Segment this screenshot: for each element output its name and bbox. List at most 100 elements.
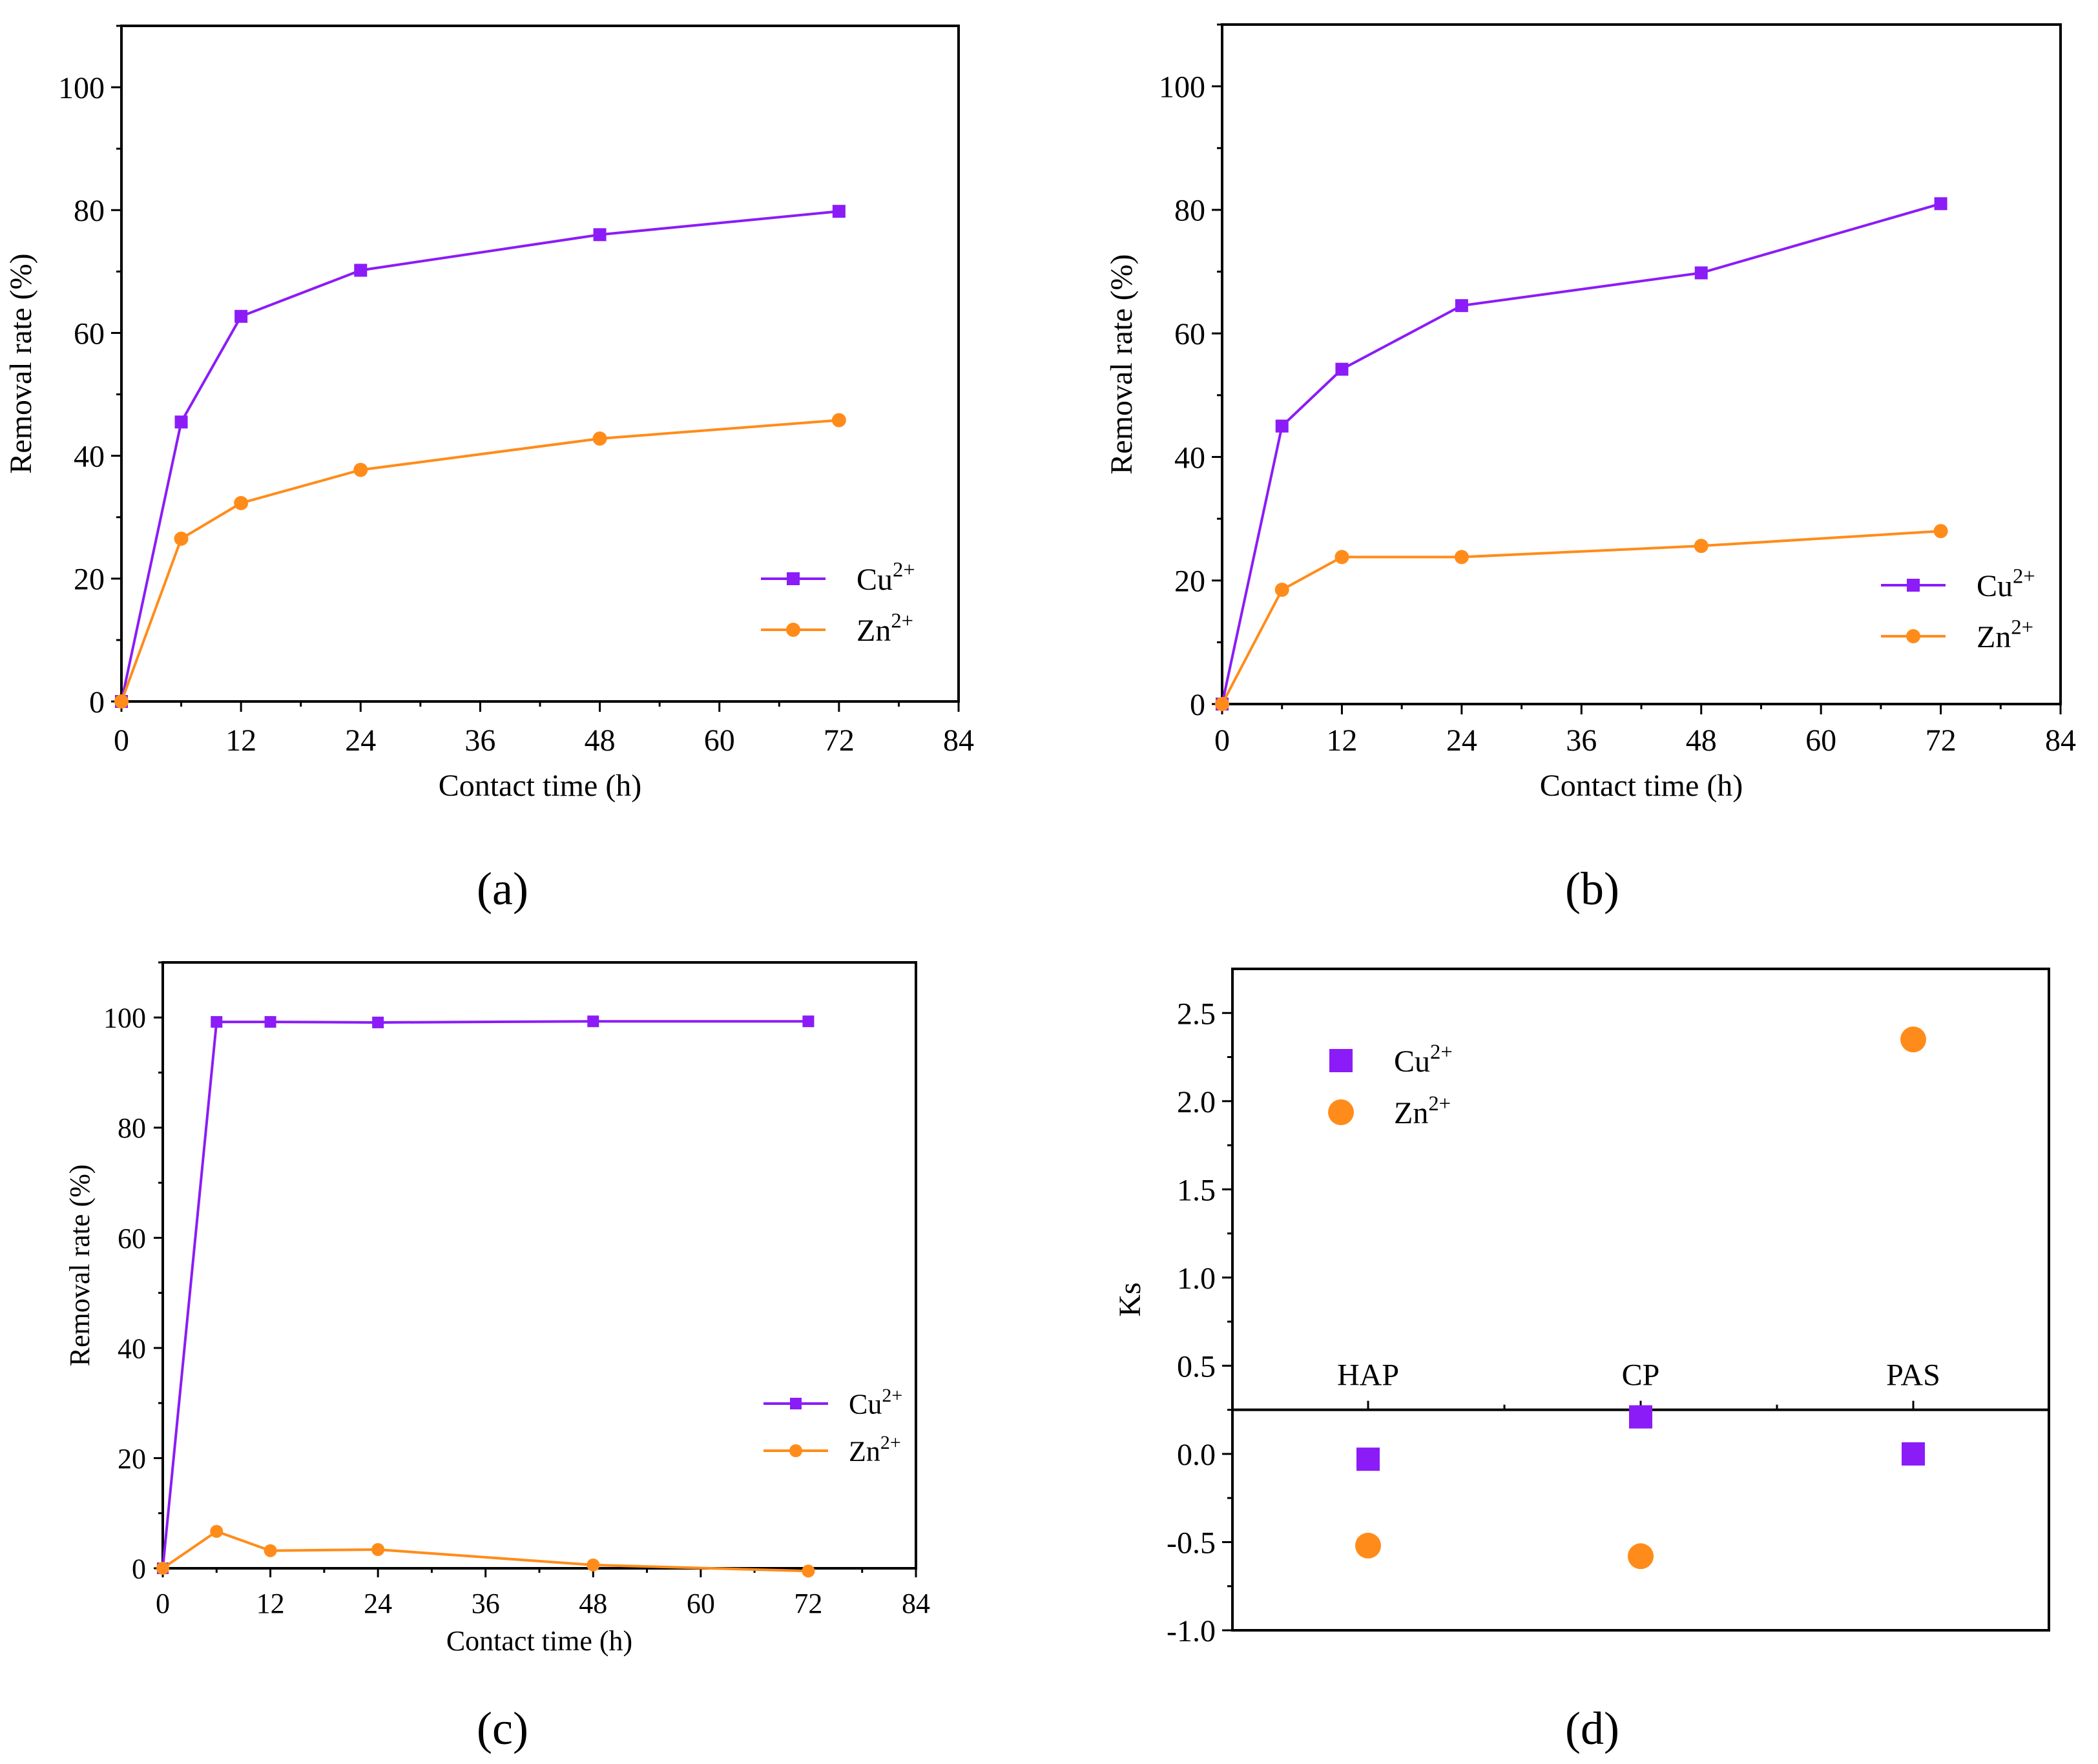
y-axis-label: Removal rate (%) bbox=[4, 253, 38, 473]
x-tick-label: 12 bbox=[225, 723, 256, 758]
y-tick-label: 40 bbox=[74, 439, 105, 473]
data-point-cu bbox=[587, 1015, 599, 1028]
data-point-zn bbox=[587, 1558, 600, 1572]
data-point-cu bbox=[802, 1015, 815, 1028]
series-line-zn bbox=[161, 1530, 809, 1573]
x-tick-label: 24 bbox=[345, 723, 376, 758]
x-tick-label: 48 bbox=[585, 723, 616, 758]
y-tick-label: 60 bbox=[118, 1223, 146, 1254]
data-point-cu bbox=[1902, 1442, 1925, 1466]
legend-label-zn: Zn2+ bbox=[857, 610, 913, 648]
x-tick-label: 0 bbox=[114, 723, 129, 758]
legend-label-cu: Cu2+ bbox=[849, 1385, 902, 1420]
x-tick-label: 24 bbox=[1446, 723, 1477, 758]
y-tick-label: 100 bbox=[1159, 70, 1205, 104]
y-tick-label: 80 bbox=[1174, 194, 1205, 228]
legend-label-cu: Cu2+ bbox=[1394, 1041, 1453, 1079]
x-axis-label: Contact time (h) bbox=[1540, 769, 1743, 803]
y-tick-label: 80 bbox=[118, 1112, 146, 1144]
data-point-cu bbox=[1275, 419, 1289, 433]
y-tick-label: 20 bbox=[118, 1443, 146, 1475]
legend-label-zn: Zn2+ bbox=[1394, 1092, 1451, 1130]
data-point-cu bbox=[211, 1016, 223, 1028]
x-tick-label: 36 bbox=[472, 1588, 500, 1619]
y-tick-label: 40 bbox=[118, 1333, 146, 1364]
x-axis-label: Contact time (h) bbox=[439, 769, 642, 803]
legend-marker-zn bbox=[789, 1444, 802, 1457]
data-point-zn bbox=[353, 462, 368, 477]
y-tick-label: 20 bbox=[74, 563, 105, 597]
series-line-cu bbox=[120, 210, 840, 702]
x-tick-label: 48 bbox=[579, 1588, 607, 1619]
y-tick-label: 0 bbox=[132, 1553, 146, 1584]
data-point-zn bbox=[210, 1524, 223, 1538]
data-point-cu bbox=[354, 264, 368, 277]
panel-label-d: (d) bbox=[1565, 1703, 1619, 1754]
x-tick-label: 72 bbox=[794, 1588, 822, 1619]
legend-marker-cu bbox=[790, 1398, 802, 1409]
legend-marker-cu bbox=[787, 572, 800, 585]
data-point-zn bbox=[1933, 524, 1948, 539]
chart-panel-a: 0 12 24 36 48 60 72 84 0 20 40 60 80 100 Contact time … bbox=[4, 25, 974, 803]
data-point-zn bbox=[1215, 697, 1229, 711]
x-tick-label: 60 bbox=[704, 723, 735, 758]
category-label: HAP bbox=[1337, 1358, 1399, 1393]
legend-label-cu: Cu2+ bbox=[857, 559, 915, 597]
series-line-zn bbox=[1221, 530, 1941, 705]
category-label: CP bbox=[1622, 1358, 1660, 1393]
y-tick-label: 0 bbox=[1190, 688, 1205, 722]
data-point-zn bbox=[802, 1564, 815, 1578]
x-tick-label: 84 bbox=[943, 723, 974, 758]
data-point-zn bbox=[1454, 550, 1469, 565]
y-axis-label: Ks bbox=[1113, 1282, 1147, 1316]
data-point-zn bbox=[156, 1562, 169, 1575]
y-tick-label: 100 bbox=[103, 1002, 146, 1034]
x-tick-label: 0 bbox=[1214, 723, 1230, 758]
x-tick-label: 36 bbox=[464, 723, 495, 758]
data-point-cu bbox=[1335, 362, 1349, 376]
data-point-zn bbox=[1900, 1026, 1926, 1053]
series-line-zn bbox=[120, 419, 840, 702]
data-point-cu bbox=[234, 309, 248, 323]
data-point-zn bbox=[1274, 583, 1289, 597]
data-point-zn bbox=[1335, 550, 1349, 565]
y-tick-label: 0 bbox=[89, 685, 105, 720]
x-tick-label: 60 bbox=[687, 1588, 715, 1619]
x-tick-label: 12 bbox=[1326, 723, 1357, 758]
y-tick-label: 60 bbox=[74, 316, 105, 351]
category-label: PAS bbox=[1886, 1358, 1940, 1393]
y-tick-label: 0.0 bbox=[1177, 1438, 1216, 1472]
y-tick-label: 20 bbox=[1174, 565, 1205, 599]
legend-marker-zn bbox=[1328, 1099, 1354, 1125]
y-tick-label: 0.5 bbox=[1177, 1349, 1216, 1384]
y-tick-label: 2.0 bbox=[1177, 1085, 1216, 1119]
data-point-zn bbox=[174, 532, 189, 546]
data-point-cu bbox=[264, 1016, 276, 1028]
y-axis-label: Removal rate (%) bbox=[1105, 254, 1139, 474]
x-tick-label: 0 bbox=[156, 1588, 170, 1619]
data-point-zn bbox=[264, 1544, 277, 1557]
panel-label-b: (b) bbox=[1565, 863, 1619, 915]
data-point-zn bbox=[1628, 1543, 1654, 1570]
chart-panel-c: 0 12 24 36 48 60 72 84 0 20 40 60 80 100 Contact time … bbox=[64, 961, 930, 1657]
data-point-cu bbox=[1629, 1405, 1652, 1429]
data-point-cu bbox=[1356, 1448, 1380, 1471]
y-tick-label: 1.0 bbox=[1177, 1261, 1216, 1296]
data-point-zn bbox=[371, 1543, 385, 1557]
y-tick-label: 80 bbox=[74, 194, 105, 228]
panel-label-c: (c) bbox=[477, 1703, 528, 1754]
data-point-cu bbox=[1455, 299, 1468, 313]
data-point-zn bbox=[1355, 1532, 1381, 1559]
y-tick-label: 2.5 bbox=[1177, 997, 1216, 1031]
x-tick-label: 48 bbox=[1686, 723, 1717, 758]
legend-marker-cu bbox=[1329, 1049, 1353, 1072]
x-tick-label: 84 bbox=[2045, 723, 2076, 758]
y-axis-label: Removal rate (%) bbox=[64, 1165, 96, 1367]
data-point-zn bbox=[234, 495, 249, 510]
x-tick-label: 12 bbox=[256, 1588, 285, 1619]
plot-frame bbox=[161, 961, 917, 1570]
chart-panel-b: 0 12 24 36 48 60 72 84 0 20 40 60 80 100 Contact time … bbox=[1105, 23, 2076, 803]
panel-label-a: (a) bbox=[477, 863, 528, 915]
legend-marker-cu bbox=[1907, 579, 1920, 592]
